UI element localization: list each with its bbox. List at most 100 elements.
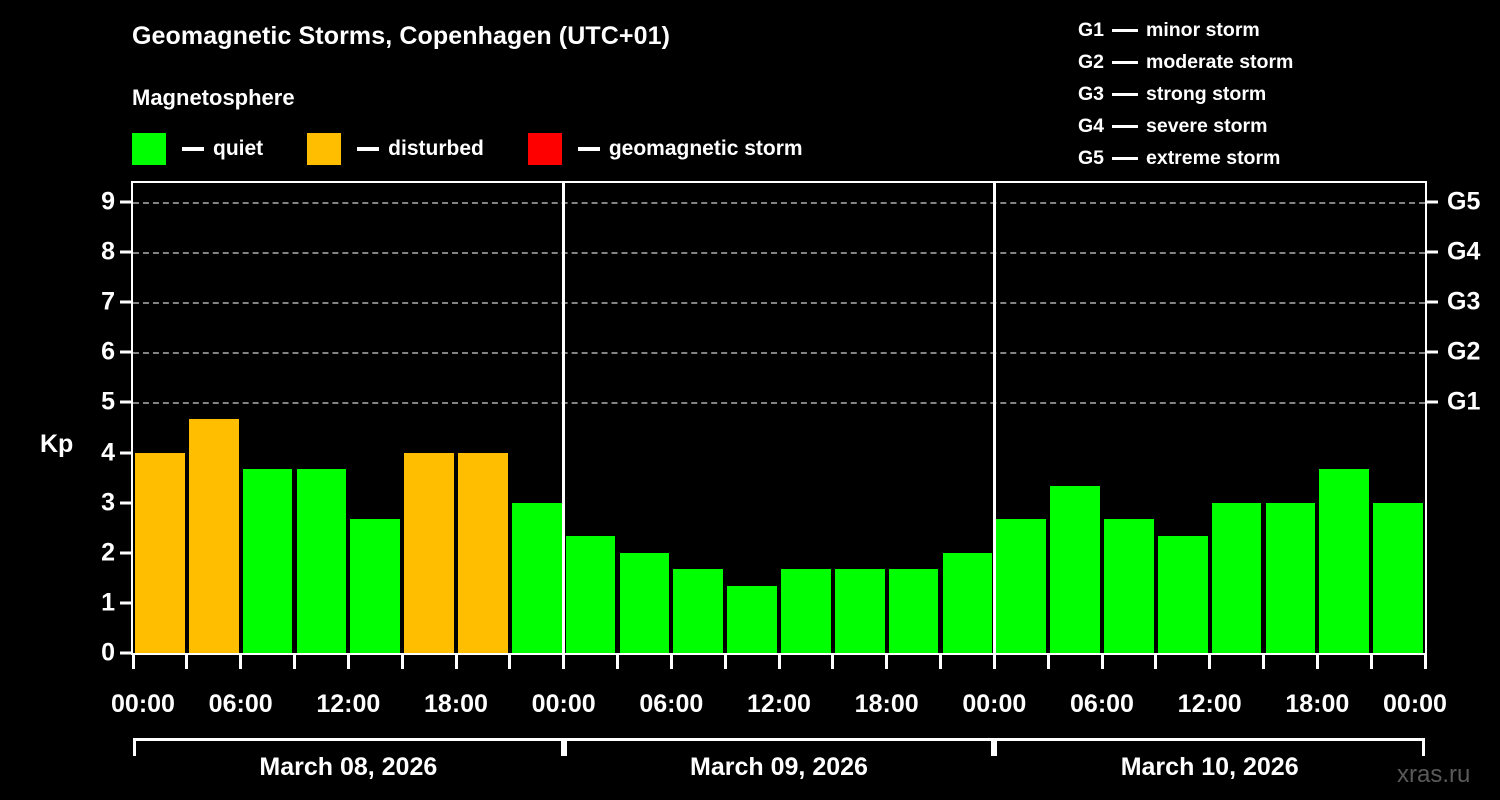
y-tick-mark-8 [120,250,131,254]
x-axis-label-6: 12:00 [747,690,811,718]
bar-10[interactable] [673,569,724,653]
gridline-kp-6 [133,352,1425,355]
bar-14[interactable] [888,569,939,653]
g-axis-tick-mark-g4 [1427,250,1438,254]
date-label-0: March 08, 2026 [259,753,438,781]
storm-swatch [527,133,562,165]
x-tick-24h [562,655,566,669]
bar-6[interactable] [458,452,508,653]
bar-22[interactable] [1319,469,1370,653]
y-tick-mark-1 [120,601,131,605]
g-legend-dash-icon [1112,29,1138,32]
bar-8[interactable] [565,536,616,653]
y-tick-mark-3 [120,501,131,505]
gridline-kp-9 [133,202,1425,204]
day-separator-2 [992,183,996,653]
bar-11[interactable] [727,586,777,653]
legend-label: geomagnetic storm [608,137,803,160]
bar-7[interactable] [511,502,562,653]
g-legend-row-g2: G2 moderate storm [1078,46,1293,78]
bar-5[interactable] [404,452,454,653]
g-axis-label-g3: G3 [1447,287,1481,316]
x-tick-63h [1262,655,1265,669]
g-axis-label-g1: G1 [1447,387,1481,416]
bar-3[interactable] [296,469,347,653]
y-tick-label-9: 9 [101,187,115,216]
y-tick-label-1: 1 [101,588,115,617]
g-axis-label-g4: G4 [1447,237,1481,266]
x-tick-39h [831,655,835,669]
date-bracket-0 [133,738,564,756]
x-tick-3h [185,655,189,669]
bar-17[interactable] [1050,486,1100,653]
bar-13[interactable] [834,569,885,653]
date-bracket-1 [563,738,995,756]
y-tick-mark-2 [120,551,131,555]
y-tick-label-3: 3 [101,488,115,517]
legend-dash-icon [577,147,600,151]
x-tick-54h [1100,655,1104,669]
quiet-swatch [132,133,166,165]
y-tick-mark-9 [120,200,131,204]
x-axis-label-2: 12:00 [316,690,381,718]
x-axis-label-11: 18:00 [1285,690,1350,718]
x-tick-69h [1369,655,1373,669]
x-tick-6h [239,655,243,669]
bar-18[interactable] [1104,519,1154,653]
g-legend-code: G1 [1078,19,1105,41]
bar-15[interactable] [942,552,993,653]
bar-9[interactable] [619,552,670,653]
x-tick-42h [885,655,889,669]
g-legend-text: moderate storm [1146,51,1294,73]
date-label-2: March 10, 2026 [1120,753,1299,781]
bar-1[interactable] [188,418,239,653]
y-tick-label-0: 0 [101,638,115,667]
legend-item-disturbed: disturbed [307,133,484,165]
date-bracket-2 [994,738,1425,756]
g-legend-code: G5 [1078,147,1105,169]
x-axis-label-5: 06:00 [639,690,704,718]
bar-4[interactable] [350,519,401,653]
gridline-kp-8 [133,252,1425,255]
bar-2[interactable] [242,469,293,653]
gridline-kp-7 [133,302,1425,305]
bar-20[interactable] [1211,502,1262,653]
page-title: Geomagnetic Storms, Copenhagen (UTC+01) [132,22,671,50]
g-axis-tick-mark-g3 [1427,300,1438,304]
legend-dash-icon [357,147,380,151]
bar-21[interactable] [1265,502,1316,653]
legend-dash-icon [182,147,204,151]
g-legend-dash-icon [1112,125,1138,128]
y-tick-mark-7 [120,300,131,304]
y-tick-label-5: 5 [101,387,115,416]
g-scale-legend: G1 minor storm G2 moderate storm G3 strong st… [1078,14,1293,174]
color-legend: quiet disturbed geomagnetic storm [132,133,847,165]
y-tick-label-7: 7 [101,287,115,316]
g-legend-code: G2 [1078,51,1105,73]
x-axis-label-4: 00:00 [531,690,596,718]
x-tick-9h [293,655,296,669]
y-tick-mark-0 [120,651,131,655]
x-tick-51h [1046,655,1050,669]
x-tick-72h [1423,655,1427,669]
bar-23[interactable] [1373,502,1423,653]
x-tick-36h [777,655,781,669]
x-axis-label-9: 06:00 [1070,690,1134,718]
bar-19[interactable] [1157,536,1208,653]
bar-0[interactable] [135,452,185,653]
bar-12[interactable] [781,569,831,653]
x-axis-label-12: 00:00 [1383,690,1447,718]
g-legend-dash-icon [1112,93,1138,96]
x-tick-0h [131,655,135,669]
x-tick-60h [1208,655,1212,669]
date-label-1: March 09, 2026 [690,753,868,781]
g-legend-row-g1: G1 minor storm [1078,14,1293,46]
legend-item-geomagnetic-storm: geomagnetic storm [527,133,803,165]
x-tick-48h [992,655,996,669]
x-axis-label-1: 06:00 [208,690,273,718]
y-tick-mark-5 [120,400,131,404]
x-axis-label-8: 00:00 [962,690,1027,718]
bar-16[interactable] [996,519,1047,653]
day-separator-1 [562,183,566,653]
